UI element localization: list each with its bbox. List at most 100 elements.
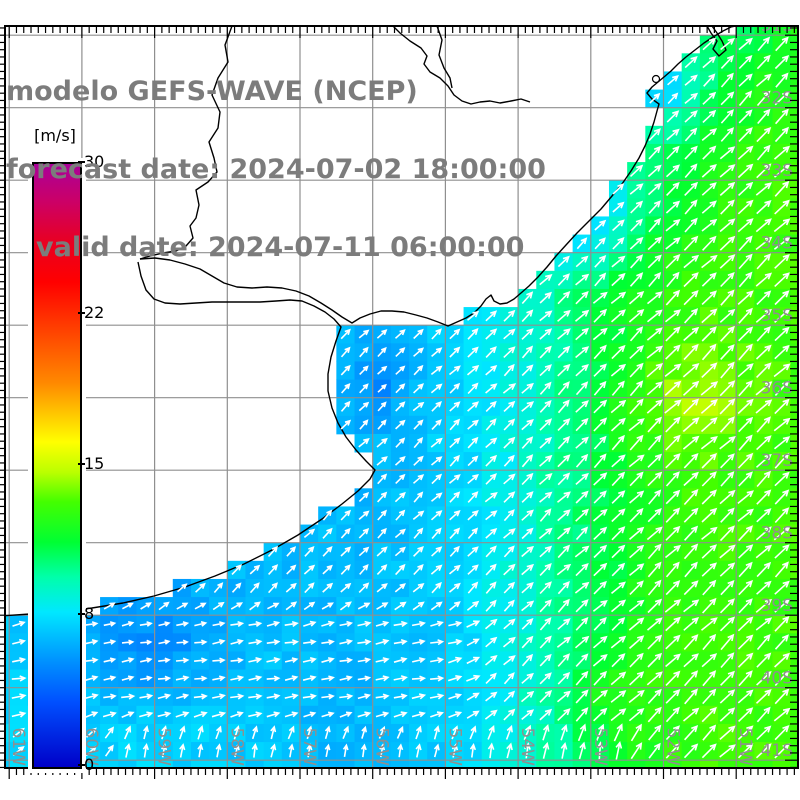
rio-negro-line xyxy=(392,26,531,105)
wave-arrow xyxy=(231,582,242,593)
model-title: modelo GEFS-WAVE (NCEP) xyxy=(6,76,418,107)
wave-arrow xyxy=(610,671,627,686)
wave-arrow xyxy=(413,364,424,376)
wave-arrow xyxy=(467,382,479,395)
wave-arrow xyxy=(647,164,662,178)
wave-arrow xyxy=(560,724,568,741)
wave-arrow xyxy=(322,545,333,557)
wave-arrow xyxy=(755,453,772,468)
wave-arrow xyxy=(737,616,754,632)
wave-arrow xyxy=(11,711,27,718)
wave-arrow xyxy=(412,583,425,593)
wave-arrow xyxy=(397,743,404,758)
wave-arrow xyxy=(248,693,263,700)
wave-arrow xyxy=(557,598,570,613)
wave-arrow xyxy=(467,327,479,340)
speed-cell xyxy=(790,125,798,145)
wave-arrow xyxy=(575,599,589,613)
speed-cell xyxy=(681,760,701,768)
wave-arrow xyxy=(215,743,222,758)
wave-arrow xyxy=(648,489,662,505)
wave-arrow xyxy=(665,416,681,433)
wave-arrow xyxy=(720,507,735,523)
wave-arrow xyxy=(737,363,754,378)
speed-cell xyxy=(336,760,355,768)
wave-arrow xyxy=(230,620,245,627)
wave-arrow xyxy=(646,363,664,378)
wave-arrow xyxy=(466,364,480,376)
wave-arrow xyxy=(646,399,663,414)
wave-arrow xyxy=(197,743,204,758)
wave-arrow xyxy=(684,724,699,741)
wave-arrow xyxy=(593,562,608,577)
speed-cell xyxy=(790,452,798,471)
wave-arrow xyxy=(340,582,352,593)
wave-arrow xyxy=(302,675,317,682)
wave-arrow xyxy=(466,656,481,665)
wave-arrow xyxy=(683,617,700,631)
wave-arrow xyxy=(665,742,681,759)
wave-arrow xyxy=(557,363,571,377)
wave-arrow xyxy=(466,600,480,611)
wave-arrow xyxy=(485,328,498,340)
wave-arrow xyxy=(756,508,772,523)
speed-cell xyxy=(772,760,792,768)
wave-arrow xyxy=(284,620,299,628)
wave-arrow xyxy=(521,328,534,340)
wave-arrow xyxy=(702,91,717,105)
speed-cell xyxy=(790,198,798,217)
wave-arrow xyxy=(701,653,718,668)
wave-arrow xyxy=(84,675,99,682)
wave-arrow xyxy=(160,743,168,758)
wave-arrow xyxy=(340,346,351,358)
speed-cell xyxy=(5,687,10,707)
wave-arrow xyxy=(233,743,240,758)
speed-cell xyxy=(445,760,464,768)
wave-arrow xyxy=(774,180,790,197)
speed-cell xyxy=(5,760,10,768)
wave-arrow xyxy=(157,693,172,700)
wave-arrow xyxy=(377,346,387,358)
wave-arrow xyxy=(737,163,754,179)
wave-arrow xyxy=(682,707,700,722)
wave-arrow xyxy=(629,471,644,487)
wave-arrow xyxy=(213,582,224,594)
wave-arrow xyxy=(720,127,735,142)
wave-arrow xyxy=(756,435,772,451)
wave-arrow xyxy=(737,508,754,522)
wave-arrow xyxy=(103,675,117,682)
wave-arrow xyxy=(467,455,479,467)
wave-arrow xyxy=(539,635,552,649)
wave-arrow xyxy=(394,583,406,593)
wave-arrow xyxy=(592,635,608,649)
wave-arrow xyxy=(575,490,589,504)
wave-arrow xyxy=(756,706,771,723)
wave-arrow xyxy=(773,145,791,160)
lat-label: 34S xyxy=(761,234,793,254)
wave-arrow xyxy=(322,527,333,539)
wave-arrow xyxy=(413,437,424,449)
wave-arrow xyxy=(339,693,354,700)
wave-arrow xyxy=(648,145,662,160)
wave-arrow xyxy=(629,507,644,523)
wave-arrow xyxy=(433,725,440,740)
lat-label: 31S xyxy=(761,16,793,36)
wave-arrow xyxy=(738,90,753,107)
speed-cell xyxy=(245,760,265,768)
wave-arrow xyxy=(506,742,513,759)
wave-arrow xyxy=(431,527,442,540)
wave-arrow xyxy=(539,399,552,413)
wave-arrow xyxy=(593,417,608,432)
wave-arrow xyxy=(613,723,623,742)
speed-cell xyxy=(318,760,337,768)
wave-arrow xyxy=(684,181,699,196)
wave-arrow xyxy=(466,638,480,647)
wave-arrow xyxy=(394,456,406,466)
wave-arrow xyxy=(430,620,444,627)
wave-arrow xyxy=(268,564,279,575)
wave-arrow xyxy=(611,490,626,504)
wave-arrow xyxy=(646,381,663,396)
wave-arrow xyxy=(773,236,791,250)
wave-arrow xyxy=(683,543,699,560)
wave-arrow xyxy=(179,743,186,758)
